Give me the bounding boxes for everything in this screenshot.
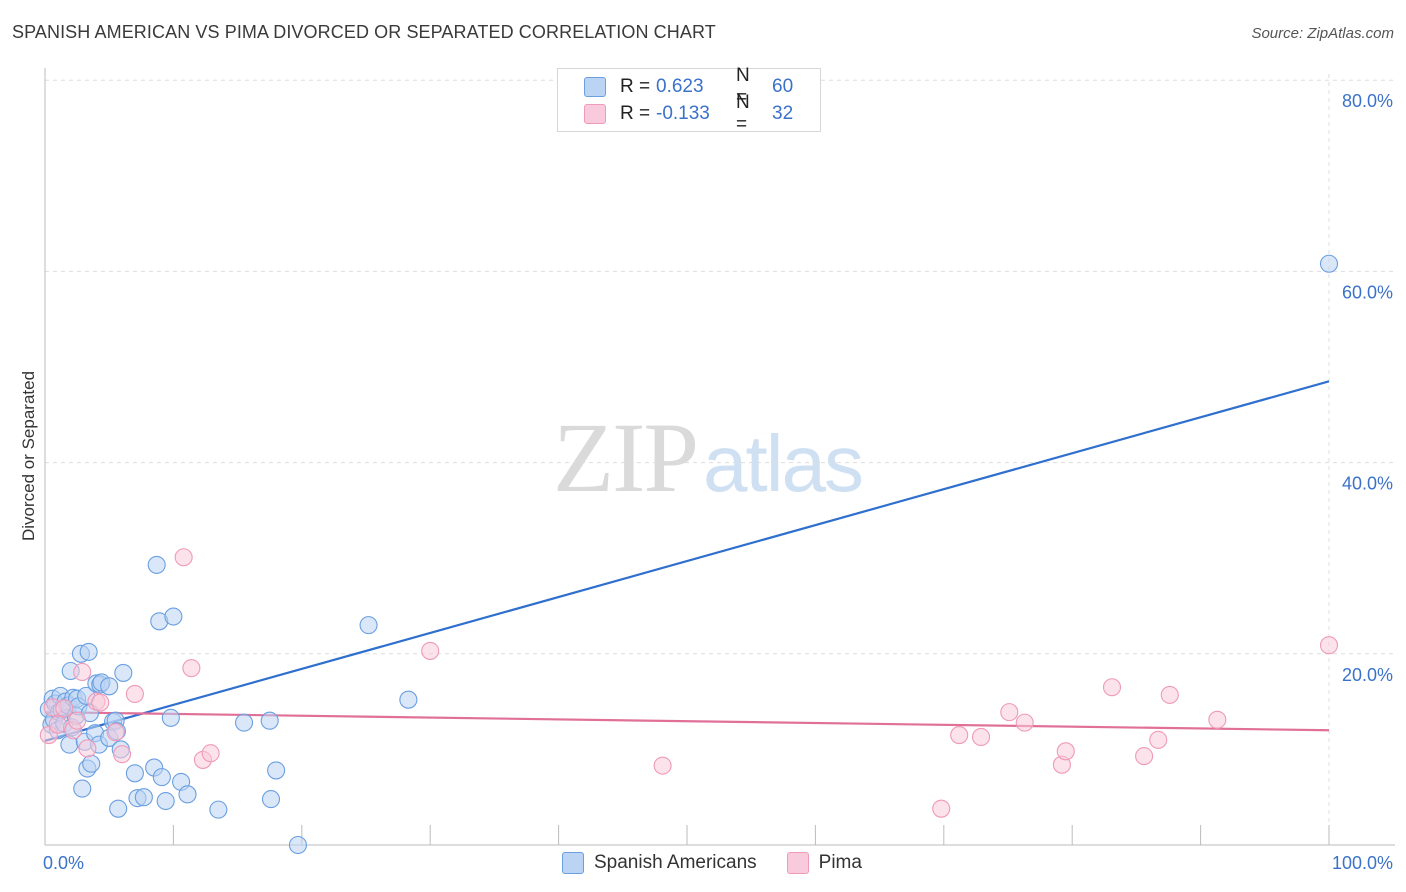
- pima-point: [201, 744, 220, 763]
- spanish-american-point: [100, 677, 119, 696]
- pima-point: [112, 745, 132, 764]
- pima-point: [78, 739, 97, 758]
- spanish-american-point: [125, 764, 144, 783]
- pima-point: [1135, 747, 1154, 766]
- trend-lines: [44, 380, 1330, 742]
- chart-title: SPANISH AMERICAN VS PIMA DIVORCED OR SEP…: [12, 22, 716, 42]
- data-points: [39, 254, 1339, 855]
- spanish-american-point: [399, 690, 418, 709]
- pima-point: [950, 726, 969, 745]
- spanish-american-point: [267, 761, 286, 780]
- x-tick-label: 100.0%: [1332, 853, 1393, 873]
- legend-swatch-blue: [584, 77, 606, 97]
- pima-point: [653, 756, 672, 775]
- pima-point: [48, 715, 67, 734]
- spanish-american-trend-line: [44, 380, 1330, 742]
- y-tick-label: 60.0%: [1342, 282, 1393, 302]
- pima-point: [932, 799, 951, 818]
- spanish-american-point: [161, 708, 180, 727]
- pima-point: [421, 641, 440, 660]
- pima-point: [1319, 636, 1339, 655]
- legend-label: Pima: [818, 852, 862, 873]
- pima-trend-line: [44, 711, 1330, 732]
- chart-source: Source: ZipAtlas.com: [1251, 25, 1394, 42]
- spanish-american-point: [82, 754, 101, 773]
- correlation-legend: R = 0.623 N = 60 R = -0.133 N = 32: [557, 65, 821, 135]
- pima-point: [1160, 685, 1179, 704]
- spanish-american-point: [209, 800, 228, 819]
- spanish-american-point: [288, 835, 307, 855]
- spanish-american-point: [1319, 254, 1339, 273]
- r-value: -0.133: [656, 103, 710, 124]
- legend-swatch-pink: [786, 852, 809, 874]
- legend-item-spanish-americans[interactable]: Spanish Americans: [562, 852, 757, 874]
- pima-point: [1015, 713, 1034, 732]
- tick-labels: 20.0% 40.0% 60.0% 80.0% 0.0% 100.0%: [43, 91, 1393, 873]
- spanish-american-point: [73, 779, 92, 798]
- pima-point: [73, 662, 92, 682]
- y-tick-label: 40.0%: [1342, 474, 1393, 494]
- pima-point: [1149, 730, 1168, 749]
- spanish-american-point: [156, 791, 175, 811]
- pima-point: [971, 727, 991, 747]
- legend-row-pima: R = -0.133 N = 32: [584, 92, 794, 135]
- spanish-american-point: [79, 642, 98, 661]
- legend-swatch-blue: [562, 852, 584, 874]
- legend-swatch-pink: [584, 104, 606, 124]
- spanish-american-point: [164, 607, 183, 626]
- pima-point: [91, 693, 110, 712]
- pima-point: [55, 699, 74, 718]
- series-legend: Spanish Americans Pima: [562, 852, 892, 874]
- legend-row-spanish-americans: R = 0.623 N = 60: [584, 65, 794, 108]
- pima-point: [68, 711, 87, 730]
- spanish-american-point: [147, 555, 166, 574]
- pima-point: [125, 684, 144, 704]
- legend-label: Spanish Americans: [594, 852, 757, 873]
- r-label: R =: [620, 76, 651, 97]
- spanish-american-point: [109, 799, 128, 818]
- spanish-american-point: [261, 790, 281, 809]
- spanish-american-point: [359, 616, 378, 635]
- spanish-american-point: [134, 788, 153, 807]
- y-tick-label: 80.0%: [1342, 91, 1393, 111]
- spanish-american-point: [114, 663, 133, 682]
- n-value: 60: [772, 76, 794, 97]
- n-label: N =: [736, 92, 750, 135]
- legend-item-pima[interactable]: Pima: [786, 852, 862, 874]
- pima-point: [1056, 742, 1075, 761]
- pima-point: [174, 548, 193, 567]
- pima-point: [1000, 703, 1019, 722]
- pima-point: [182, 659, 201, 678]
- pima-point: [1208, 710, 1227, 729]
- pima-point: [1102, 678, 1122, 697]
- r-label: R =: [620, 103, 651, 124]
- r-value: 0.623: [656, 76, 704, 97]
- pima-point: [106, 723, 125, 742]
- n-label: N =: [736, 65, 750, 108]
- y-axis-label: Divorced or Separated: [19, 371, 38, 541]
- spanish-american-point: [152, 768, 171, 787]
- spanish-american-point: [234, 713, 254, 732]
- y-tick-label: 20.0%: [1342, 665, 1393, 685]
- spanish-american-point: [260, 711, 279, 730]
- n-value: 32: [772, 103, 794, 124]
- x-tick-label: 0.0%: [43, 853, 84, 873]
- spanish-american-point: [178, 785, 197, 804]
